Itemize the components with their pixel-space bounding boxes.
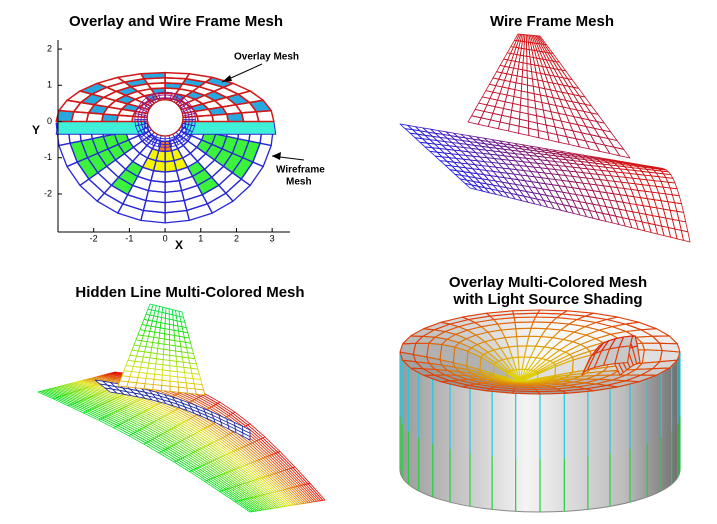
shaded-cell xyxy=(641,349,663,364)
wire-cell xyxy=(522,62,528,72)
panel-shaded xyxy=(399,309,681,513)
panel-wireframe xyxy=(399,33,691,243)
wire-cell xyxy=(538,35,547,46)
panel-overlay: -2 -1 0 1 2 3 2 1 0 -1 -2 X Y Overlay Mesh WireframeMe… xyxy=(32,40,325,252)
x-tick-label: -2 xyxy=(90,233,98,243)
wire-cell xyxy=(464,182,477,191)
wire-cell xyxy=(471,184,484,192)
shaded-cell xyxy=(514,321,534,330)
overlay-cell xyxy=(100,113,119,123)
wireframe-cell xyxy=(164,160,178,173)
overlay-cell xyxy=(85,112,105,123)
x-tick-label: 0 xyxy=(163,233,168,243)
wire-cell xyxy=(573,86,586,98)
x-tick-label: 2 xyxy=(234,233,239,243)
shaded-cell xyxy=(439,343,456,364)
arrowhead xyxy=(222,75,232,82)
wire-cell xyxy=(582,208,594,219)
hidden-line-cell xyxy=(242,432,251,441)
hidden-line-cell xyxy=(307,482,326,501)
wireframe-cell xyxy=(164,209,190,224)
y-tick-label: -1 xyxy=(44,152,52,162)
wire-cell xyxy=(562,204,574,214)
wire-cell xyxy=(503,191,516,200)
wire-cell xyxy=(567,78,579,89)
y-tick-label: 2 xyxy=(47,43,52,53)
overlay-cell xyxy=(58,99,82,113)
overlay-cell xyxy=(191,119,196,127)
overlay-cell xyxy=(164,71,191,80)
shaded-cell xyxy=(659,342,681,353)
x-tick-label: 1 xyxy=(198,233,203,243)
wire-cell xyxy=(477,185,490,194)
wire-cell xyxy=(523,195,536,205)
x-tick-label: 3 xyxy=(270,233,275,243)
shaded-cell xyxy=(512,309,541,315)
shaded-cell xyxy=(512,390,541,395)
wireframe-cell xyxy=(140,209,166,224)
panel-title: with Light Source Shading xyxy=(452,291,642,308)
wire-cell xyxy=(549,201,561,211)
overlay-cell xyxy=(116,114,134,123)
hidden-line-cell xyxy=(178,310,184,318)
annotation: Overlay Mesh xyxy=(234,52,299,63)
wire-cell xyxy=(680,229,691,243)
arrowhead xyxy=(272,152,281,160)
wire-cell xyxy=(578,95,592,107)
wire-cell xyxy=(530,197,542,206)
wireframe-cell xyxy=(186,203,213,222)
panel-title: Overlay and Wire Frame Mesh xyxy=(69,13,283,30)
panel-title: Wire Frame Mesh xyxy=(490,13,614,30)
wire-cell xyxy=(569,205,581,216)
wire-cell xyxy=(576,207,587,218)
y-tick-label: 1 xyxy=(47,80,52,90)
overlay-cell xyxy=(184,121,277,135)
y-tick-label: -2 xyxy=(44,188,52,198)
wire-cell xyxy=(521,69,528,79)
x-axis-label: X xyxy=(175,238,183,252)
panel-title: Overlay Multi-Colored Mesh xyxy=(449,274,647,291)
wire-cell xyxy=(490,188,503,197)
overlay-cell xyxy=(55,121,147,135)
hidden-line-cell xyxy=(165,307,170,315)
wire-cell xyxy=(522,55,528,64)
overlay-cell xyxy=(55,109,75,123)
hole xyxy=(146,99,184,137)
shaded-cell xyxy=(399,342,417,355)
annotation: Mesh xyxy=(286,177,312,188)
shaded-cell xyxy=(537,390,568,395)
x-tick-label: -1 xyxy=(125,233,133,243)
panel-hidden-line xyxy=(37,303,326,513)
wire-cell xyxy=(510,192,523,202)
wire-cell xyxy=(536,198,548,208)
wire-cell xyxy=(516,68,523,78)
wire-cell xyxy=(517,194,529,203)
wire-cell xyxy=(484,187,497,195)
wire-cell xyxy=(543,200,555,210)
wire-cell xyxy=(556,202,568,213)
wire-cell xyxy=(506,46,514,54)
annotation: Wireframe xyxy=(276,165,325,176)
wire-cell xyxy=(497,190,510,198)
shaded-cell xyxy=(614,345,631,365)
overlay-cell xyxy=(140,71,166,80)
y-tick-label: 0 xyxy=(47,116,52,126)
shaded-cell xyxy=(641,342,663,352)
panel-title: Hidden Line Multi-Colored Mesh xyxy=(75,284,304,301)
y-axis-label: Y xyxy=(32,123,40,137)
